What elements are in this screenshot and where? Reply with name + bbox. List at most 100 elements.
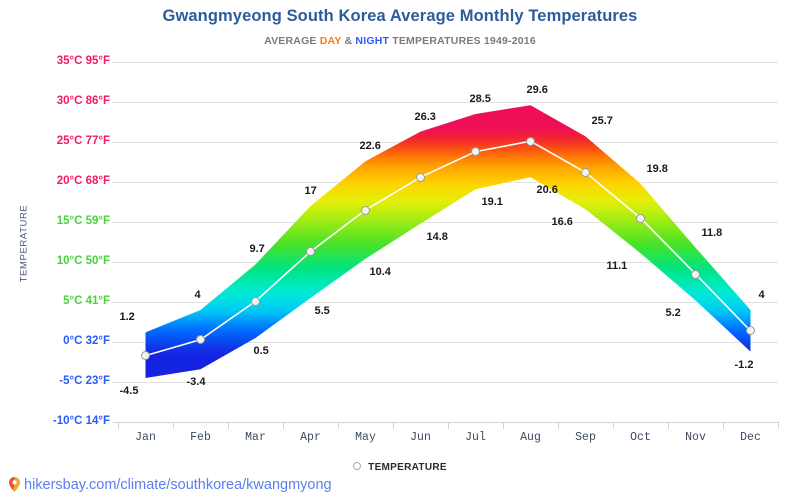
day-label-aug: 29.6: [526, 84, 548, 97]
x-tick-sep: Sep: [575, 431, 596, 444]
y-tick-mark: [112, 62, 120, 63]
x-tick-mark: [558, 422, 559, 429]
day-label-feb: 4: [194, 289, 201, 301]
legend-label: TEMPERATURE: [368, 462, 447, 473]
x-tick-oct: Oct: [630, 431, 651, 444]
gridline: [118, 62, 778, 63]
data-point-marker[interactable]: [636, 213, 645, 223]
temperature-range-band: [145, 105, 752, 378]
day-label-oct: 19.8: [646, 162, 668, 175]
day-label-mar: 9.7: [249, 243, 265, 256]
day-label-dec: 4: [758, 289, 765, 301]
day-label-jan: 1.2: [119, 311, 135, 324]
y-tick-20: 20°C 68°F: [56, 175, 110, 187]
x-tick-mark: [613, 422, 614, 429]
y-tick-15: 15°C 59°F: [56, 215, 110, 227]
x-tick-mark: [668, 422, 669, 429]
night-label-oct: 11.1: [606, 260, 628, 273]
y-tick-30: 30°C 86°F: [56, 95, 110, 107]
x-tick-mark: [118, 422, 119, 429]
y-tick-mark: [112, 182, 120, 183]
day-label-may: 22.6: [359, 140, 381, 153]
x-tick-mark: [228, 422, 229, 429]
night-label-apr: 5.5: [314, 305, 330, 317]
subtitle-post: TEMPERATURES 1949-2016: [389, 35, 536, 47]
source-link[interactable]: hikersbay.com/climate/southkorea/kwangmy…: [9, 477, 332, 493]
x-tick-jun: Jun: [410, 431, 431, 444]
data-point-marker[interactable]: [471, 147, 480, 157]
gridline: [118, 342, 778, 343]
y-tick-mark: [112, 342, 120, 343]
night-label-nov: 5.2: [665, 307, 681, 320]
day-label-apr: 17: [304, 185, 317, 197]
y-tick-25: 25°C 77°F: [56, 135, 110, 147]
day-label-jun: 26.3: [414, 110, 436, 123]
x-tick-may: May: [355, 431, 376, 444]
data-point-marker[interactable]: [306, 247, 315, 257]
gridline: [118, 102, 778, 103]
page-title: Gwangmyeong South Korea Average Monthly …: [162, 7, 638, 25]
data-point-marker[interactable]: [581, 167, 590, 177]
night-label-dec: -1.2: [734, 358, 754, 371]
data-point-marker[interactable]: [526, 136, 535, 146]
mean-temperature-line: [145, 140, 752, 357]
chart-subtitle: AVERAGE DAY & NIGHT TEMPERATURES 1949-20…: [0, 35, 800, 47]
x-tick-jan: Jan: [135, 431, 156, 444]
day-label-jul: 28.5: [469, 93, 491, 105]
night-label-feb: -3.4: [186, 376, 206, 389]
y-tick-35: 35°C 95°F: [56, 55, 110, 67]
subtitle-night: NIGHT: [355, 35, 390, 47]
x-tick-mar: Mar: [245, 431, 266, 444]
x-tick-mark: [448, 422, 449, 429]
data-point-marker[interactable]: [746, 326, 755, 336]
y-axis-tick-labels: 35°C 95°F 30°C 86°F 25°C 77°F 20°C 68°F 15°C…: [0, 0, 110, 500]
x-tick-nov: Nov: [685, 431, 706, 444]
gridline: [118, 222, 778, 223]
y-tick-10: 10°C 50°F: [56, 255, 110, 267]
night-label-jul: 19.1: [481, 196, 503, 209]
y-tick-mark: [112, 262, 120, 263]
y-tick-mark: [112, 422, 120, 423]
y-tick-mark: [112, 302, 120, 303]
data-point-marker[interactable]: [141, 351, 150, 361]
night-label-mar: 0.5: [253, 345, 269, 357]
night-label-sep: 16.6: [551, 216, 573, 229]
gridline: [118, 262, 778, 263]
night-label-jan: -4.5: [119, 385, 139, 397]
temperature-band-shape: [145, 105, 751, 378]
gridline: [118, 382, 778, 383]
chart-plot-area: [118, 62, 778, 422]
circle-outline-icon: [353, 462, 362, 471]
y-tick-0: 0°C 32°F: [63, 335, 110, 347]
day-label-nov: 11.8: [701, 226, 723, 239]
night-label-jun: 14.8: [426, 230, 448, 243]
y-tick--5: -5°C 23°F: [59, 375, 110, 387]
data-point-marker[interactable]: [361, 205, 370, 215]
subtitle-pre: AVERAGE: [264, 35, 320, 47]
x-tick-apr: Apr: [300, 431, 321, 444]
y-tick-mark: [112, 222, 120, 223]
x-tick-dec: Dec: [740, 431, 761, 444]
data-point-marker[interactable]: [251, 296, 260, 306]
y-tick-mark: [112, 382, 120, 383]
x-tick-jul: Jul: [465, 431, 486, 444]
chart-legend[interactable]: TEMPERATURE: [0, 462, 800, 473]
gridline: [118, 302, 778, 303]
x-tick-aug: Aug: [520, 431, 541, 444]
y-tick-5: 5°C 41°F: [63, 295, 110, 307]
x-tick-mark: [283, 422, 284, 429]
x-tick-mark: [338, 422, 339, 429]
data-point-marker[interactable]: [196, 335, 205, 345]
x-tick-mark: [503, 422, 504, 429]
data-point-marker[interactable]: [416, 172, 425, 182]
x-tick-mark: [173, 422, 174, 429]
location-pin-icon: [9, 477, 20, 492]
x-tick-mark: [393, 422, 394, 429]
y-tick-mark: [112, 142, 120, 143]
x-tick-feb: Feb: [190, 431, 211, 444]
y-tick-mark: [112, 102, 120, 103]
y-tick--10: -10°C 14°F: [52, 415, 110, 427]
subtitle-day: DAY: [319, 35, 342, 47]
x-tick-mark: [723, 422, 724, 429]
data-point-marker[interactable]: [691, 269, 700, 279]
